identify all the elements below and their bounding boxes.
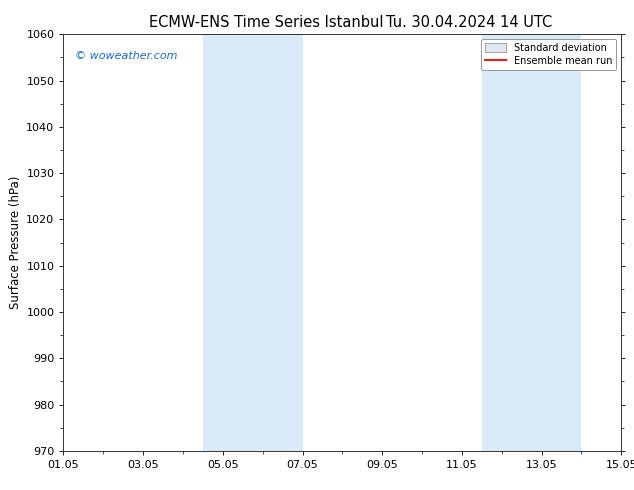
Text: ECMW-ENS Time Series Istanbul: ECMW-ENS Time Series Istanbul — [149, 15, 384, 30]
Text: Tu. 30.04.2024 14 UTC: Tu. 30.04.2024 14 UTC — [386, 15, 552, 30]
Text: © woweather.com: © woweather.com — [75, 51, 177, 61]
Bar — [203, 34, 302, 451]
Y-axis label: Surface Pressure (hPa): Surface Pressure (hPa) — [9, 176, 22, 309]
Legend: Standard deviation, Ensemble mean run: Standard deviation, Ensemble mean run — [481, 39, 616, 70]
Bar — [482, 34, 581, 451]
